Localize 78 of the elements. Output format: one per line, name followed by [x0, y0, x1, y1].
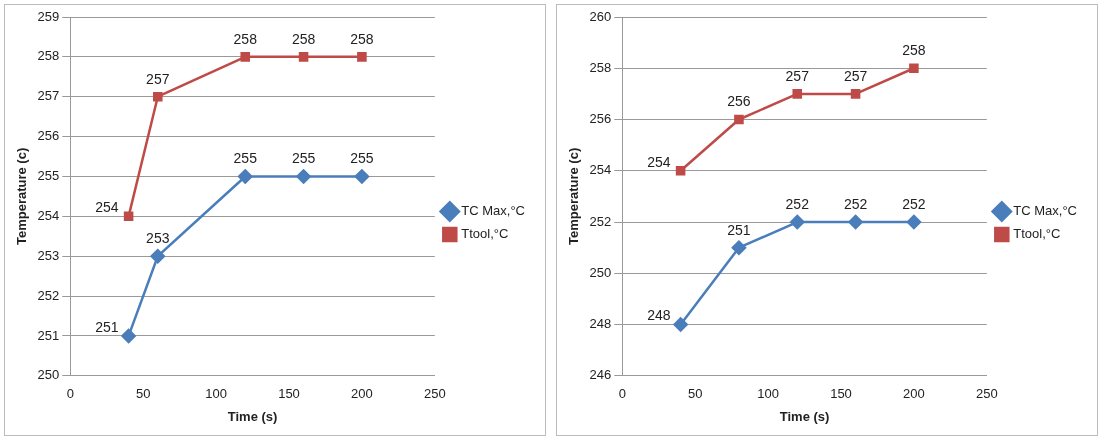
y-tick-label: 254	[589, 162, 612, 178]
y-tick-label: 260	[589, 8, 612, 24]
y-tick-label: 246	[589, 367, 612, 383]
x-tick-label: 0	[66, 386, 74, 402]
x-tick-label: 50	[135, 386, 151, 402]
data-label: 252	[785, 195, 810, 212]
x-tick-label: 250	[423, 386, 446, 402]
point	[792, 89, 803, 99]
data-label: 256	[727, 93, 751, 110]
x-axis-title: Time (s)	[227, 408, 278, 424]
data-label: 257	[785, 67, 810, 84]
y-tick-label: 252	[37, 287, 60, 303]
data-label: 253	[146, 230, 170, 247]
x-tick-label: 200	[903, 386, 925, 402]
data-label: 258	[233, 30, 258, 47]
data-label: 252	[902, 195, 926, 212]
data-label: 251	[95, 318, 119, 335]
x-tick-label: 250	[975, 386, 998, 402]
point	[150, 248, 166, 264]
point	[123, 211, 134, 222]
y-tick-label: 255	[37, 168, 60, 184]
data-label: 248	[647, 307, 671, 324]
y-tick-label: 256	[37, 128, 60, 144]
point	[906, 214, 922, 230]
x-tick-label: 100	[757, 386, 779, 402]
legend-label: TC Max,°C	[461, 203, 525, 219]
y-tick-label: 253	[37, 247, 60, 263]
data-label: 258	[291, 30, 316, 47]
data-label: 254	[95, 199, 119, 216]
point	[240, 52, 251, 62]
point	[731, 240, 747, 255]
point	[848, 214, 863, 230]
y-tick-label: 258	[37, 48, 60, 64]
x-tick-label: 200	[351, 386, 373, 402]
y-tick-label: 251	[37, 327, 60, 343]
point	[850, 89, 861, 99]
x-tick-label: 0	[618, 386, 626, 402]
y-tick-label: 254	[37, 207, 60, 223]
y-tick-label: 257	[37, 88, 60, 104]
x-axis-title: Time (s)	[779, 408, 830, 424]
data-label: 258	[350, 30, 374, 47]
point	[152, 91, 163, 102]
point	[673, 317, 688, 332]
legend-label: Ttool,°C	[461, 226, 509, 242]
data-label: 258	[902, 42, 926, 59]
x-tick-label: 50	[687, 386, 703, 402]
x-tick-label: 150	[830, 386, 852, 402]
y-axis-title: Temperature (c)	[566, 147, 582, 246]
point	[296, 169, 311, 184]
point	[790, 214, 805, 230]
legend-label: Ttool,°C	[1013, 226, 1061, 242]
data-label: 255	[350, 150, 374, 167]
point	[675, 165, 686, 176]
y-tick-label: 256	[589, 111, 612, 127]
y-tick-label: 252	[589, 213, 612, 229]
legend-label: TC Max,°C	[1013, 203, 1077, 219]
y-tick-label: 258	[589, 59, 612, 75]
data-label: 252	[843, 195, 868, 212]
point	[734, 114, 744, 125]
data-label: 251	[727, 221, 751, 238]
point	[298, 52, 309, 62]
data-label: 257	[843, 67, 868, 84]
data-label: 255	[291, 150, 316, 167]
point	[909, 63, 919, 74]
y-tick-label: 250	[37, 367, 60, 383]
data-label: 257	[146, 70, 170, 87]
y-tick-label: 250	[589, 264, 612, 280]
point	[238, 169, 253, 184]
point	[354, 169, 370, 184]
data-label: 254	[647, 153, 671, 170]
point	[357, 52, 367, 62]
point	[121, 328, 136, 344]
y-tick-label: 259	[37, 8, 60, 24]
y-tick-label: 248	[589, 316, 612, 332]
y-axis-title: Temperature (c)	[14, 147, 30, 246]
x-tick-label: 150	[278, 386, 300, 402]
data-label: 255	[233, 150, 258, 167]
x-tick-label: 100	[205, 386, 227, 402]
